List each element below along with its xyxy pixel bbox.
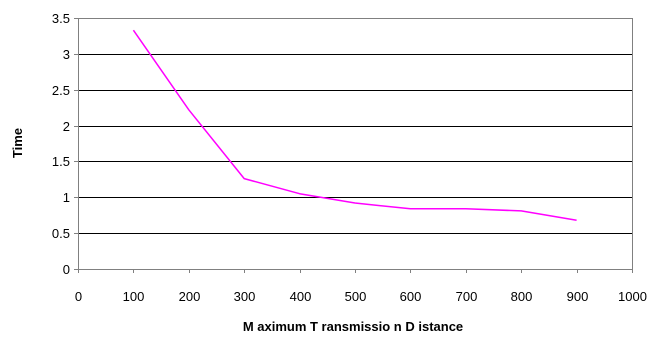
y-tick-label-5: 2.5	[52, 83, 70, 98]
y-tick-label-1: 0.5	[52, 226, 70, 241]
x-tick-label-5: 500	[345, 289, 367, 304]
series-layer	[132, 29, 577, 221]
x-tick-label-4: 400	[290, 289, 312, 304]
x-tick-label-10: 1000	[618, 289, 647, 304]
x-tick-label-0: 0	[75, 289, 82, 304]
x-axis-title: M aximum T ransmissio n D istance	[243, 319, 463, 334]
x-tick-label-1: 100	[123, 289, 145, 304]
x-tick-label-8: 800	[511, 289, 533, 304]
tick-labels: 0 0.5 1 1.5 2 2.5 3 3.5 0 100 200 300 400 500 600 700 80…	[52, 11, 647, 304]
y-tick-label-7: 3.5	[52, 11, 70, 26]
y-tick-label-2: 1	[63, 190, 70, 205]
x-tick-label-3: 300	[234, 289, 256, 304]
y-tick-label-4: 2	[63, 119, 70, 134]
y-tick-label-0: 0	[63, 262, 70, 277]
grid-layer	[78, 18, 632, 234]
y-tick-label-6: 3	[63, 47, 70, 62]
series-line-0	[132, 29, 577, 221]
x-tick-label-6: 600	[400, 289, 422, 304]
plot-area-frame	[78, 18, 633, 270]
x-tick-label-2: 200	[179, 289, 201, 304]
y-tick-label-3: 1.5	[52, 154, 70, 169]
y-axis-title: Time	[10, 128, 25, 158]
x-tick-label-9: 900	[567, 289, 589, 304]
axes-layer	[74, 18, 633, 273]
x-tick-label-7: 700	[456, 289, 478, 304]
